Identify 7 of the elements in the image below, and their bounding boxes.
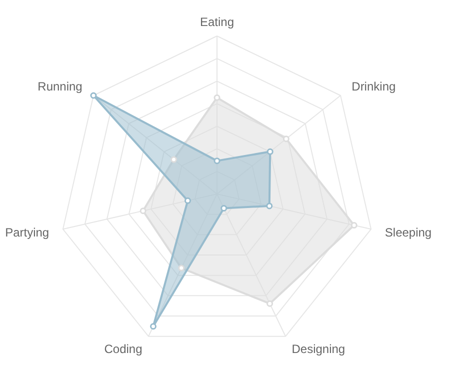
- spoke-label: Drinking: [352, 80, 396, 94]
- spoke-label: Coding: [104, 342, 142, 356]
- spoke-label: Designing: [292, 342, 346, 356]
- spoke-label: Eating: [200, 14, 234, 29]
- spoke-label: Partying: [5, 225, 50, 240]
- spoke-label: Running: [38, 80, 82, 94]
- spoke-label: Sleeping: [384, 225, 432, 240]
